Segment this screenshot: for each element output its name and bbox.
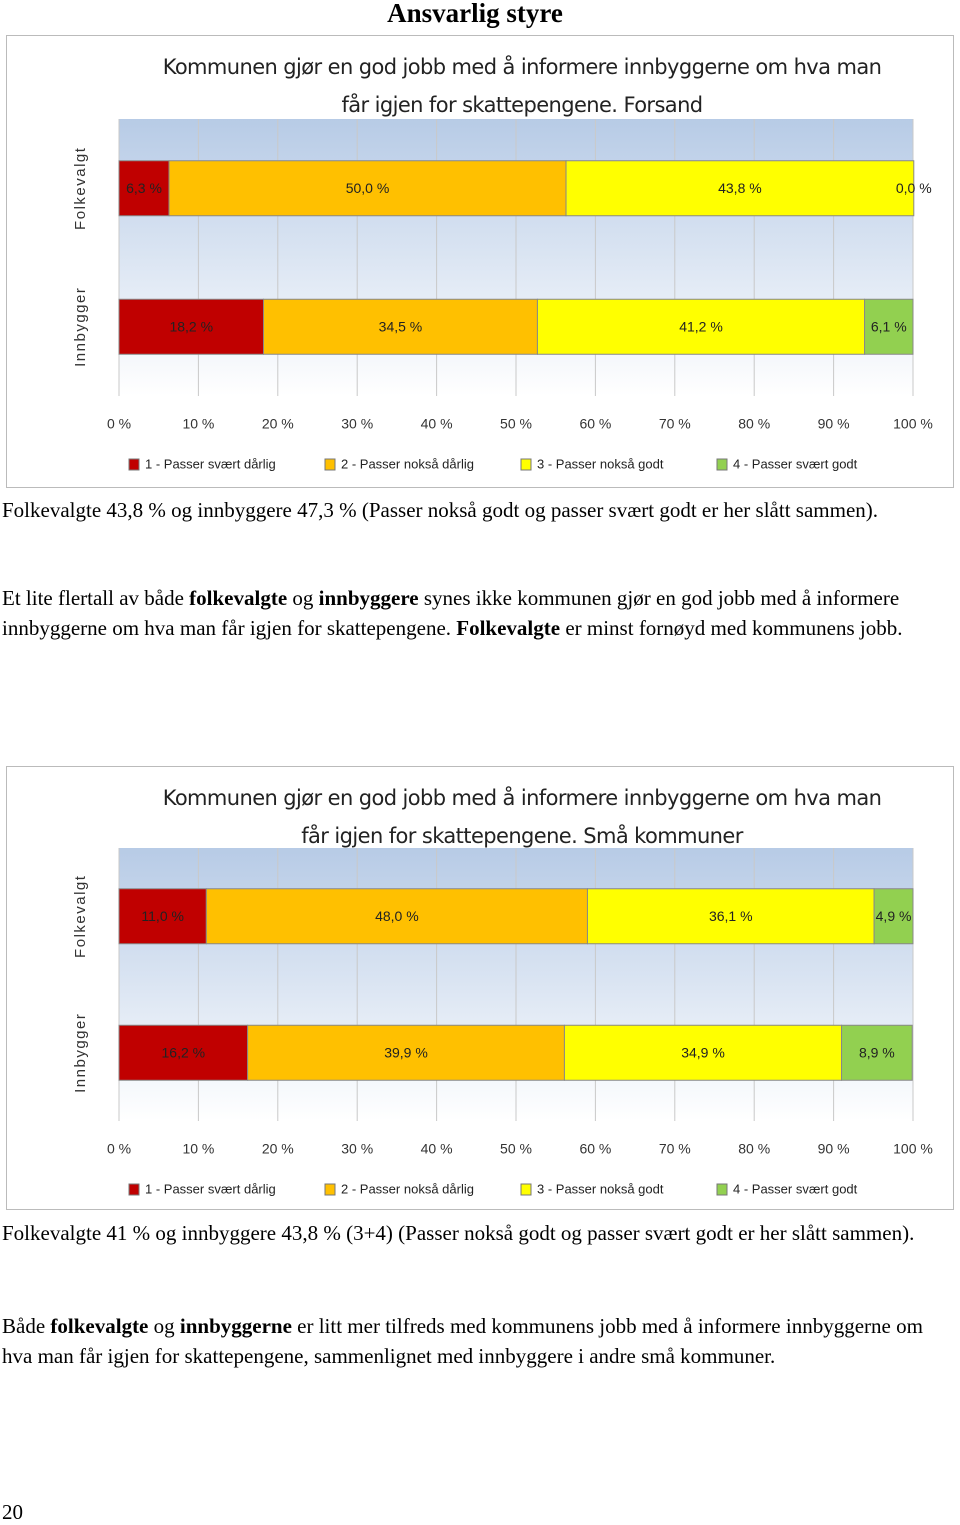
value-label: 43,8 % [718, 180, 762, 196]
legend-swatch [716, 1183, 728, 1196]
value-label: 6,1 % [871, 318, 907, 334]
text-run: synes ikke kommunen gjør en god jobb med… [2, 586, 900, 640]
bar-segment [563, 1024, 843, 1081]
x-tick-label: 50 % [500, 416, 532, 432]
value-label: 4,9 % [876, 908, 912, 924]
x-tick-label: 90 % [818, 416, 850, 432]
bar-segment [864, 298, 914, 355]
x-tick-label: 100 % [893, 416, 933, 432]
x-tick-label: 20 % [262, 1141, 294, 1157]
x-tick-label: 70 % [659, 416, 691, 432]
bar-segment [118, 160, 170, 217]
text-run: og [287, 586, 319, 610]
value-label: 0,0 % [896, 180, 932, 196]
x-tick-label: 30 % [341, 416, 373, 432]
value-label: 16,2 % [162, 1044, 206, 1060]
x-tick-label: 80 % [738, 1141, 770, 1157]
text-run: innbyggerne [179, 1314, 292, 1338]
x-tick-label: 40 % [421, 1141, 453, 1157]
legend-label: 3 - Passer nokså godt [537, 1181, 664, 1196]
chart: 0 % 10 % 20 % 30 % 40 % 50 % 60 % 70 % 80 % 90 % 1… [6, 766, 954, 1210]
legend-swatch [716, 458, 728, 471]
value-label: 34,9 % [681, 1044, 725, 1060]
x-tick-label: 60 % [579, 416, 611, 432]
x-tick-label: 0 % [107, 1141, 131, 1157]
bar-segment [118, 298, 265, 355]
bar-segment [168, 160, 567, 217]
value-label: 8,9 % [859, 1044, 895, 1060]
value-label: 6,3 % [126, 180, 162, 196]
value-label: 41,2 % [679, 318, 723, 334]
bar-segment [247, 1024, 565, 1081]
category-label: Innbygger [72, 1013, 89, 1093]
value-label: 34,5 % [379, 318, 423, 334]
text-run: Et lite flertall av både [2, 586, 190, 610]
x-tick-label: 60 % [579, 1141, 611, 1157]
x-tick-label: 100 % [893, 1141, 933, 1157]
legend-label: 1 - Passer svært dårlig [145, 1181, 276, 1196]
paragraph: Folkevalgte 43,8 % og innbyggere 47,3 % … [2, 496, 952, 526]
x-tick-label: 70 % [659, 1141, 691, 1157]
chart: 0 % 10 % 20 % 30 % 40 % 50 % 60 % 70 % 80 % 90 % 1… [6, 35, 954, 488]
chart-svg: 0 % 10 % 20 % 30 % 40 % 50 % 60 % 70 % 80 % 90 % 1… [72, 848, 933, 1196]
x-tick-label: 20 % [262, 416, 294, 432]
x-tick-label: 90 % [818, 1141, 850, 1157]
x-tick-label: 50 % [500, 1141, 532, 1157]
value-label: 36,1 % [709, 908, 753, 924]
text-run: innbyggere [318, 586, 419, 610]
bar-segment [263, 298, 538, 355]
bar-segment [841, 1024, 913, 1081]
bar-segment [118, 888, 207, 945]
legend-swatch [324, 1183, 336, 1196]
x-tick-label: 40 % [421, 416, 453, 432]
bar-segment [536, 298, 866, 355]
text-run: folkevalgte [189, 586, 288, 610]
legend-label: 3 - Passer nokså godt [537, 456, 664, 471]
value-label: 50,0 % [346, 180, 390, 196]
category-label: Innbygger [72, 287, 89, 367]
legend-label: 2 - Passer nokså dårlig [341, 456, 474, 471]
legend-swatch [520, 1183, 532, 1196]
legend-swatch [324, 458, 336, 471]
text-run: Både [2, 1314, 51, 1338]
legend-swatch [520, 458, 532, 471]
category-label: Folkevalgt [72, 875, 89, 958]
text-run: Folkevalgte 43,8 % og innbyggere 47,3 % … [2, 498, 879, 522]
chart-svg: 0 % 10 % 20 % 30 % 40 % 50 % 60 % 70 % 80 % 90 % 1… [72, 119, 933, 471]
x-tick-label: 10 % [182, 1141, 214, 1157]
paragraph: Et lite flertall av både folkevalgte og … [2, 584, 952, 643]
text-run: og [148, 1314, 180, 1338]
chart-title: Kommunen gjør en god jobb med å informer… [162, 55, 882, 117]
paragraph: Både folkevalgte og innbyggerne er litt … [2, 1312, 952, 1371]
legend-label: 4 - Passer svært godt [733, 456, 858, 471]
text-run: er minst fornøyd med kommunens jobb. [560, 615, 903, 640]
chart-title: Kommunen gjør en god jobb med å informer… [162, 786, 882, 848]
bar-segment [873, 888, 914, 945]
x-tick-label: 0 % [107, 416, 131, 432]
text-run: Folkevalgte [456, 615, 561, 640]
bar-segment [565, 160, 915, 217]
value-label: 39,9 % [384, 1044, 428, 1060]
value-label: 18,2 % [169, 318, 213, 334]
bar-segment [118, 1024, 249, 1081]
text-run: er litt mer tilfreds med kommunens jobb … [2, 1314, 923, 1368]
heading: Ansvarlig styre [387, 0, 563, 28]
legend-label: 4 - Passer svært godt [733, 1181, 858, 1196]
legend-swatch [128, 1183, 140, 1196]
x-tick-label: 30 % [341, 1141, 373, 1157]
bar-segment [586, 888, 875, 945]
value-label: 11,0 % [141, 908, 184, 924]
x-tick-label: 80 % [738, 416, 770, 432]
page-number: 20 [2, 1500, 23, 1524]
legend-label: 2 - Passer nokså dårlig [341, 1181, 474, 1196]
text-run: Folkevalgte 41 % og innbyggere 43,8 % (3… [2, 1221, 915, 1245]
legend-swatch [128, 458, 140, 471]
paragraph: Folkevalgte 41 % og innbyggere 43,8 % (3… [2, 1219, 952, 1249]
legend-label: 1 - Passer svært dårlig [145, 456, 276, 471]
x-tick-label: 10 % [182, 416, 214, 432]
text-run: folkevalgte [50, 1314, 149, 1338]
category-label: Folkevalgt [72, 147, 89, 230]
value-label: 48,0 % [375, 908, 419, 924]
